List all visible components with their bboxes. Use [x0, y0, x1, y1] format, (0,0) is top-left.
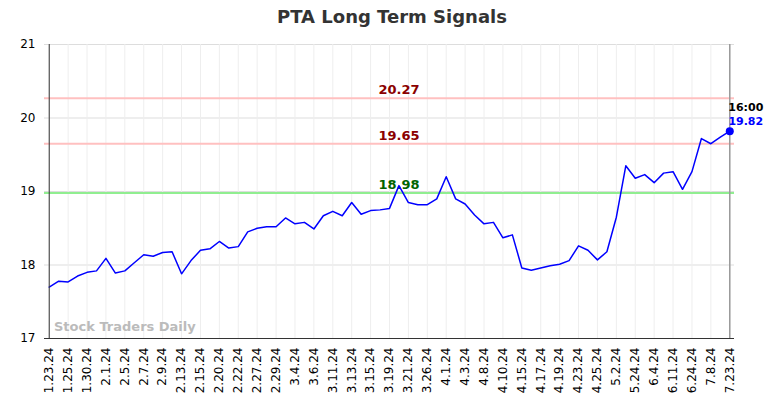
svg-text:4.17.24: 4.17.24 — [534, 348, 548, 394]
svg-text:1.30.24: 1.30.24 — [80, 348, 94, 394]
svg-text:3.19.24: 3.19.24 — [382, 348, 396, 394]
svg-text:2.5.24: 2.5.24 — [118, 348, 132, 386]
svg-text:6.4.24: 6.4.24 — [647, 348, 661, 386]
svg-text:2.20.24: 2.20.24 — [212, 348, 226, 394]
svg-text:5.24.24: 5.24.24 — [628, 348, 642, 394]
svg-text:3.21.24: 3.21.24 — [401, 348, 415, 394]
html-text:PTA Long Term Signals: PTA Long Term Signals — [277, 6, 507, 27]
svg-text:2.7.24: 2.7.24 — [137, 348, 151, 386]
svg-text:2.9.24: 2.9.24 — [155, 348, 169, 386]
svg-text:19.65: 19.65 — [378, 128, 419, 143]
svg-text:5.2.24: 5.2.24 — [609, 348, 623, 386]
svg-text:3.6.24: 3.6.24 — [307, 348, 321, 386]
svg-text:16:00: 16:00 — [728, 101, 763, 114]
svg-text:4.23.24: 4.23.24 — [571, 348, 585, 394]
svg-text:4.8.24: 4.8.24 — [477, 348, 491, 386]
svg-text:3.15.24: 3.15.24 — [363, 348, 377, 394]
svg-text:3.26.24: 3.26.24 — [420, 348, 434, 394]
svg-text:1.23.24: 1.23.24 — [42, 348, 56, 394]
svg-text:2.1.24: 2.1.24 — [99, 348, 113, 386]
svg-text:17: 17 — [20, 331, 35, 345]
svg-text:4.25.24: 4.25.24 — [590, 348, 604, 394]
svg-text:2.15.24: 2.15.24 — [193, 348, 207, 394]
svg-text:6.24.24: 6.24.24 — [685, 348, 699, 394]
svg-text:20.27: 20.27 — [378, 82, 419, 97]
svg-text:3.11.24: 3.11.24 — [326, 348, 340, 394]
svg-text:3.4.24: 3.4.24 — [288, 348, 302, 386]
svg-text:4.15.24: 4.15.24 — [515, 348, 529, 394]
svg-text:6.11.24: 6.11.24 — [666, 348, 680, 394]
svg-text:2.22.24: 2.22.24 — [231, 348, 245, 394]
svg-text:2.27.24: 2.27.24 — [250, 348, 264, 394]
svg-text:3.13.24: 3.13.24 — [345, 348, 359, 394]
svg-text:18: 18 — [20, 258, 35, 272]
svg-text:20: 20 — [20, 111, 35, 125]
svg-text:1.25.24: 1.25.24 — [61, 348, 75, 394]
svg-text:19: 19 — [20, 184, 35, 198]
svg-text:18.98: 18.98 — [378, 177, 419, 192]
svg-text:2.29.24: 2.29.24 — [269, 348, 283, 394]
html-text:Stock Traders Daily: Stock Traders Daily — [54, 319, 196, 334]
svg-text:19.82: 19.82 — [728, 115, 763, 128]
svg-text:4.10.24: 4.10.24 — [496, 348, 510, 394]
svg-text:7.8.24: 7.8.24 — [704, 348, 718, 386]
svg-text:7.23.24: 7.23.24 — [723, 348, 737, 394]
svg-text:4.1.24: 4.1.24 — [439, 348, 453, 386]
svg-text:2.13.24: 2.13.24 — [174, 348, 188, 394]
svg-text:4.19.24: 4.19.24 — [552, 348, 566, 394]
svg-text:21: 21 — [20, 37, 35, 51]
svg-text:4.3.24: 4.3.24 — [458, 348, 472, 386]
